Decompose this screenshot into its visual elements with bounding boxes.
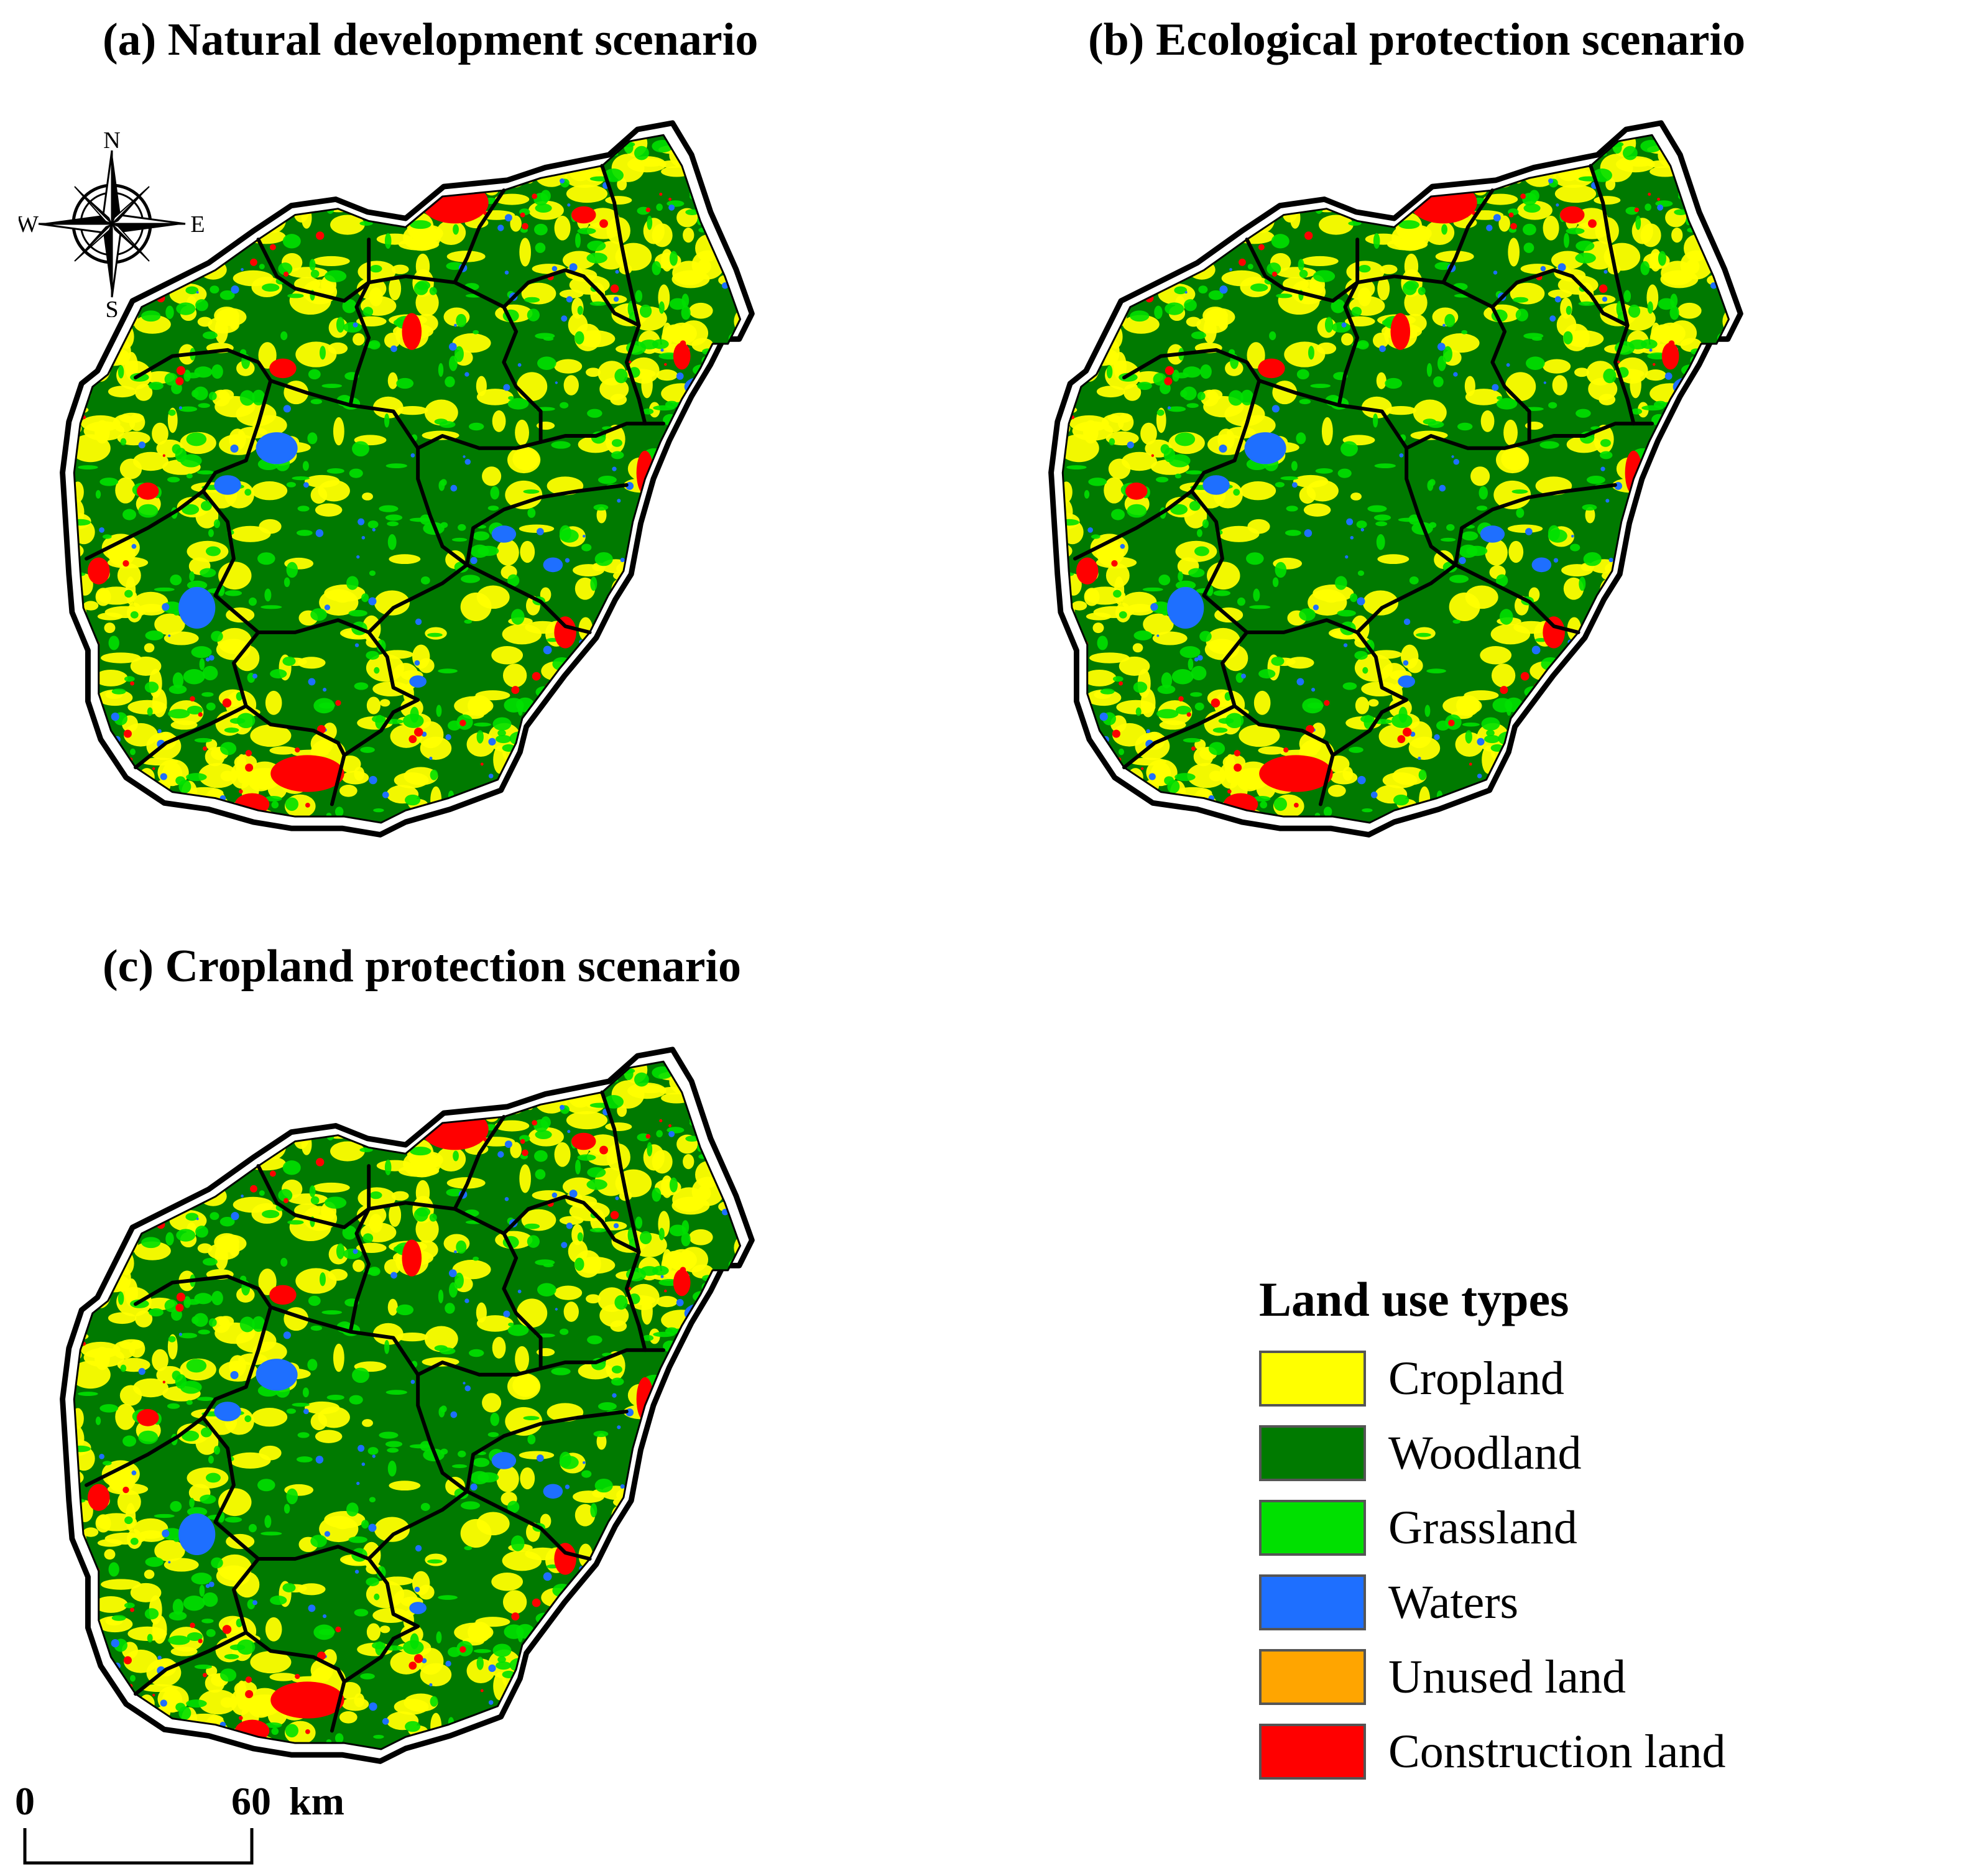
legend-label: Construction land [1388, 1725, 1726, 1778]
legend-item-woodland: Woodland [1259, 1416, 1881, 1490]
compass-rose-icon: N S E W [19, 131, 205, 317]
compass-e: E [190, 211, 205, 238]
legend-swatch [1259, 1500, 1366, 1556]
legend-item-cropland: Cropland [1259, 1341, 1881, 1416]
legend-label: Unused land [1388, 1650, 1626, 1703]
scale-unit-label: km [289, 1779, 344, 1823]
legend-label: Woodland [1388, 1426, 1582, 1479]
scale-bar-line [23, 1828, 254, 1865]
panel-title-c: (c) Cropland protection scenario [103, 941, 742, 992]
legend-swatch [1259, 1649, 1366, 1705]
scale-bar: 0 60 km [12, 1778, 344, 1872]
scale-start-label: 0 [15, 1779, 35, 1823]
legend-swatch [1259, 1574, 1366, 1630]
land-use-map-a [60, 120, 755, 838]
legend-title: Land use types [1259, 1272, 1569, 1326]
legend-item-unused-land: Unused land [1259, 1640, 1881, 1714]
legend-swatch [1259, 1425, 1366, 1481]
legend-swatch [1259, 1351, 1366, 1407]
legend-label: Waters [1388, 1576, 1519, 1629]
compass-n: N [103, 131, 120, 154]
legend-label: Grassland [1388, 1501, 1577, 1554]
land-use-map-c [60, 1047, 755, 1764]
legend-item-grassland: Grassland [1259, 1490, 1881, 1565]
legend-item-waters: Waters [1259, 1565, 1881, 1640]
legend-label: Cropland [1388, 1352, 1564, 1405]
legend-swatch [1259, 1724, 1366, 1780]
panel-title-b: (b) Ecological protection scenario [1088, 14, 1746, 65]
land-use-map-b [1048, 120, 1743, 838]
compass-w: W [19, 211, 39, 238]
legend: Land use types Cropland Woodland Grassla… [1259, 1272, 1881, 1789]
panel-title-a: (a) Natural development scenario [103, 14, 759, 65]
scale-end-label: 60 [231, 1779, 271, 1823]
compass-s: S [105, 297, 118, 317]
legend-item-construction-land: Construction land [1259, 1714, 1881, 1789]
